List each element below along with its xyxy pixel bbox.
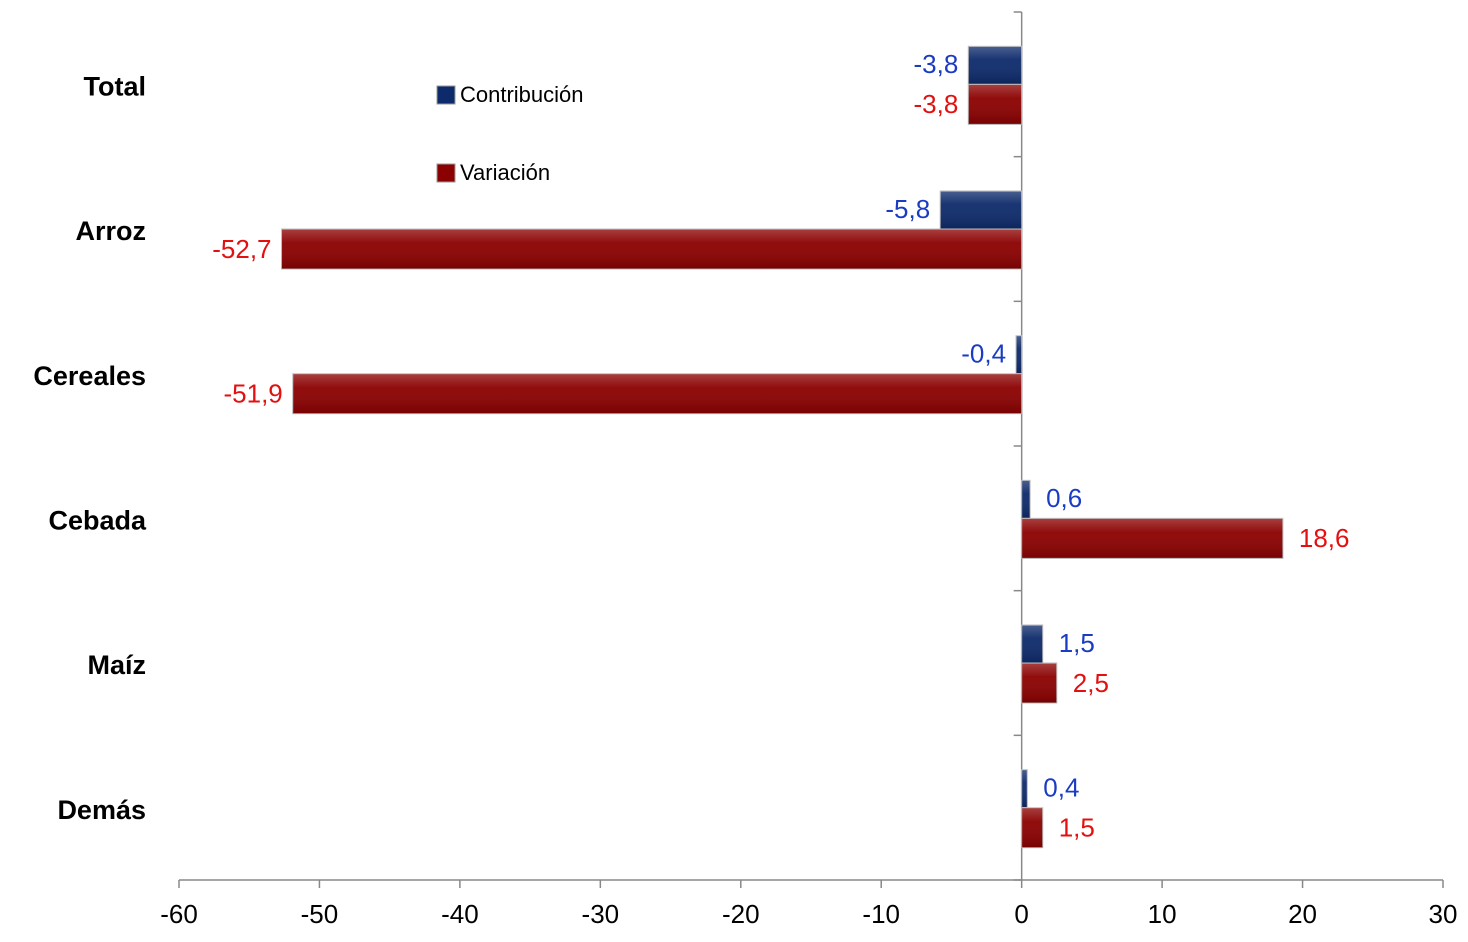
x-tick-label: 30 (1429, 899, 1458, 929)
bar-shine (292, 373, 1022, 414)
bar-shine (1021, 663, 1057, 703)
bar-shine (1021, 625, 1043, 663)
bar-shine (940, 191, 1022, 229)
legend-swatch (436, 163, 456, 183)
x-tick-label: -60 (160, 899, 198, 929)
value-label: -51,9 (223, 379, 282, 409)
legend-swatch (436, 85, 456, 105)
legend-label: Contribución (460, 82, 584, 107)
x-tick-label: -30 (582, 899, 620, 929)
x-tick-label: -10 (862, 899, 900, 929)
category-label: Cebada (48, 505, 147, 535)
value-label: -3,8 (913, 89, 958, 119)
bar-shine (1021, 518, 1283, 559)
value-label: 18,6 (1299, 523, 1350, 553)
x-tick-label: 10 (1148, 899, 1177, 929)
x-tick-label: 0 (1014, 899, 1028, 929)
x-tick-label: -40 (441, 899, 479, 929)
category-label: Cereales (33, 361, 146, 391)
value-label: 2,5 (1073, 668, 1109, 698)
value-label: 0,4 (1043, 773, 1079, 803)
bar-shine (1016, 335, 1022, 374)
value-label: 1,5 (1059, 628, 1095, 658)
legend-label: Variación (460, 160, 550, 185)
bar-shine (1021, 480, 1031, 519)
category-label: Arroz (75, 216, 146, 246)
value-label: 0,6 (1046, 483, 1082, 513)
value-label: -3,8 (913, 49, 958, 79)
bar-shine (281, 229, 1022, 269)
x-tick-label: 20 (1288, 899, 1317, 929)
category-label: Demás (57, 795, 146, 825)
x-tick-label: -20 (722, 899, 760, 929)
value-label: 1,5 (1059, 813, 1095, 843)
bar-shine (1021, 807, 1043, 848)
value-label: -0,4 (961, 339, 1006, 369)
x-tick-label: -50 (301, 899, 339, 929)
bar-shine (968, 84, 1022, 125)
value-label: -52,7 (212, 234, 271, 264)
bar-shine (1021, 769, 1028, 808)
bar-shine (968, 46, 1022, 85)
value-label: -5,8 (885, 194, 930, 224)
category-label: Total (84, 71, 147, 101)
category-label: Maíz (87, 650, 146, 680)
